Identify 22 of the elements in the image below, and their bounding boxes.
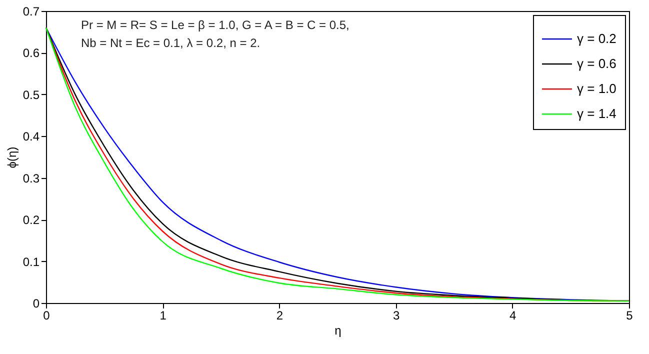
annotation: Pr = M = R= S = Le = β = 1.0, G = A = B = C = 0.5, <box>81 18 350 32</box>
y-tick-label: 0.5 <box>22 88 40 102</box>
x-tick-label: 4 <box>510 308 517 322</box>
legend-label: γ = 1.4 <box>577 106 616 121</box>
y-tick-label: 0.6 <box>22 46 40 60</box>
x-tick-label: 3 <box>392 308 400 322</box>
x-axis-title: η <box>334 324 342 338</box>
x-tick-label: 5 <box>626 308 634 322</box>
y-axis-title: ϕ(η) <box>4 146 19 168</box>
legend-label: γ = 0.2 <box>577 31 616 46</box>
y-tick-label: 0.4 <box>22 130 40 144</box>
y-tick-label: 0.2 <box>22 213 40 228</box>
x-tick-label: 2 <box>276 308 284 322</box>
y-tick-label: 0 <box>32 296 40 310</box>
legend-label: γ = 1.0 <box>577 81 616 96</box>
y-tick-label: 0.3 <box>22 171 40 186</box>
x-tick-label: 1 <box>160 308 167 322</box>
legend-label: γ = 0.6 <box>577 56 616 71</box>
y-tick-label: 0.1 <box>22 254 40 269</box>
x-tick-label: 0 <box>43 308 50 322</box>
annotation: Nb = Nt = Ec = 0.1, λ = 0.2, n = 2. <box>81 36 260 50</box>
y-tick-label: 0.7 <box>22 4 40 18</box>
